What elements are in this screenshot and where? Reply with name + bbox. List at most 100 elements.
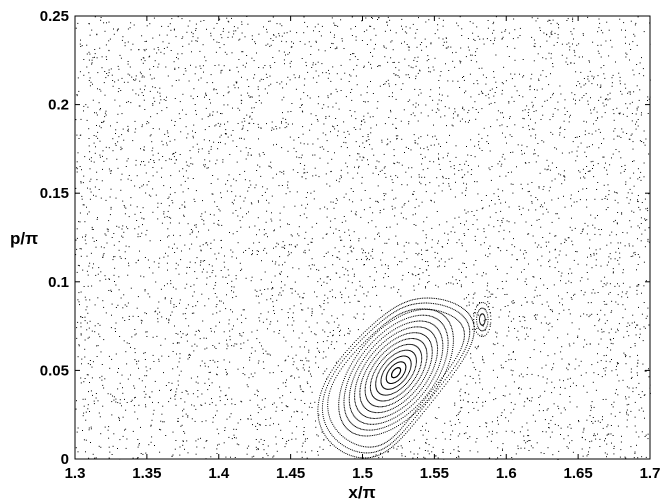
scatter-point bbox=[117, 402, 119, 404]
scatter-point bbox=[164, 285, 165, 287]
scatter-point bbox=[280, 429, 282, 431]
scatter-point bbox=[225, 394, 227, 396]
scatter-point bbox=[151, 419, 153, 421]
scatter-point bbox=[316, 434, 318, 436]
scatter-point bbox=[223, 65, 225, 67]
scatter-point bbox=[179, 118, 181, 119]
scatter-point bbox=[442, 38, 444, 40]
scatter-point bbox=[475, 369, 477, 371]
scatter-point bbox=[224, 123, 225, 125]
scatter-point bbox=[241, 21, 243, 23]
scatter-point bbox=[644, 229, 646, 231]
scatter-point bbox=[649, 384, 651, 386]
scatter-point bbox=[257, 123, 259, 125]
scatter-point bbox=[549, 169, 551, 171]
scatter-point bbox=[311, 238, 313, 240]
scatter-point bbox=[333, 232, 334, 234]
scatter-point bbox=[474, 156, 476, 158]
scatter-point bbox=[93, 403, 95, 405]
scatter-point bbox=[86, 270, 88, 272]
scatter-point bbox=[192, 137, 194, 139]
scatter-point bbox=[430, 199, 432, 201]
scatter-point bbox=[192, 130, 193, 132]
scatter-point bbox=[240, 226, 242, 228]
scatter-point bbox=[421, 49, 423, 51]
scatter-point bbox=[521, 426, 523, 428]
scatter-point bbox=[524, 447, 526, 449]
scatter-point bbox=[639, 89, 641, 91]
scatter-point bbox=[274, 275, 276, 277]
scatter-point bbox=[396, 138, 397, 140]
scatter-point bbox=[84, 296, 86, 298]
scatter-point bbox=[377, 101, 379, 103]
scatter-point bbox=[613, 401, 615, 403]
scatter-point bbox=[552, 416, 554, 418]
scatter-point bbox=[600, 84, 602, 86]
scatter-point bbox=[481, 137, 483, 139]
scatter-point bbox=[398, 69, 400, 71]
scatter-point bbox=[185, 113, 187, 115]
scatter-point bbox=[269, 20, 271, 22]
scatter-point bbox=[272, 287, 274, 288]
scatter-point bbox=[644, 144, 646, 146]
scatter-point bbox=[269, 75, 271, 77]
scatter-point bbox=[97, 88, 98, 90]
scatter-point bbox=[390, 111, 392, 113]
scatter-point bbox=[390, 29, 391, 31]
scatter-point bbox=[551, 33, 553, 35]
scatter-point bbox=[351, 282, 353, 284]
scatter-point bbox=[303, 251, 305, 253]
scatter-point bbox=[437, 29, 439, 31]
scatter-point bbox=[381, 169, 383, 171]
scatter-point bbox=[170, 187, 171, 189]
scatter-point bbox=[540, 278, 541, 280]
scatter-point bbox=[240, 207, 242, 209]
scatter-point bbox=[378, 65, 380, 66]
scatter-point bbox=[133, 79, 134, 81]
scatter-point bbox=[456, 242, 458, 244]
scatter-point bbox=[165, 385, 167, 386]
scatter-point bbox=[275, 261, 277, 263]
scatter-point bbox=[311, 308, 313, 310]
scatter-point bbox=[341, 40, 343, 42]
scatter-point bbox=[343, 274, 345, 276]
scatter-point bbox=[525, 252, 527, 254]
scatter-point bbox=[301, 445, 303, 447]
scatter-point bbox=[461, 242, 463, 244]
scatter-point bbox=[241, 268, 243, 270]
scatter-point bbox=[400, 361, 402, 363]
scatter-point bbox=[381, 264, 383, 266]
scatter-point bbox=[332, 255, 334, 257]
scatter-point bbox=[592, 160, 594, 162]
scatter-point bbox=[281, 309, 283, 311]
scatter-point bbox=[226, 53, 228, 55]
scatter-point bbox=[573, 259, 575, 261]
scatter-point bbox=[452, 283, 454, 285]
scatter-point bbox=[363, 264, 365, 266]
scatter-point bbox=[577, 337, 579, 338]
scatter-point bbox=[149, 68, 151, 70]
scatter-point bbox=[134, 411, 136, 413]
scatter-point bbox=[155, 310, 157, 312]
scatter-point bbox=[252, 376, 254, 378]
scatter-point bbox=[505, 385, 507, 387]
scatter-point bbox=[219, 300, 220, 302]
scatter-point bbox=[207, 116, 209, 118]
scatter-point bbox=[359, 280, 361, 282]
scatter-point bbox=[301, 176, 303, 178]
scatter-point bbox=[314, 167, 316, 169]
scatter-point bbox=[269, 65, 271, 67]
scatter-point bbox=[463, 76, 465, 77]
scatter-point bbox=[415, 242, 417, 244]
scatter-point bbox=[583, 385, 585, 387]
scatter-point bbox=[531, 224, 533, 226]
scatter-point bbox=[214, 331, 215, 333]
scatter-point bbox=[170, 314, 172, 316]
scatter-point bbox=[502, 345, 504, 347]
scatter-point bbox=[542, 206, 544, 208]
scatter-point bbox=[542, 57, 544, 59]
scatter-point bbox=[506, 126, 508, 128]
scatter-point bbox=[150, 159, 152, 160]
scatter-point bbox=[459, 280, 461, 282]
scatter-point bbox=[624, 164, 626, 166]
